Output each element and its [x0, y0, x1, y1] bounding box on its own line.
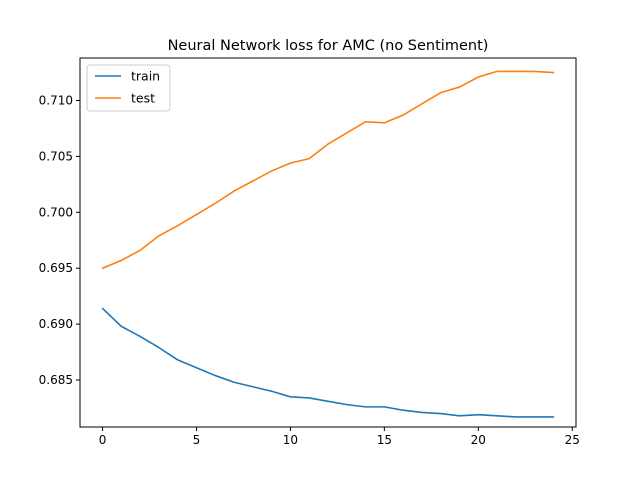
- x-tick-label: 5: [193, 433, 201, 447]
- legend: train test: [86, 64, 171, 112]
- x-tick-label: 25: [565, 433, 580, 447]
- y-tick-label: 0.690: [39, 317, 73, 331]
- y-tick-label: 0.695: [39, 261, 73, 275]
- y-tick-label: 0.710: [39, 93, 73, 107]
- y-tick-label: 0.685: [39, 373, 73, 387]
- chart-title: Neural Network loss for AMC (no Sentimen…: [168, 38, 489, 54]
- axes: 0 5 10 15 20 25 0.685 0.690 0.695 0.700 0.705 0.710: [39, 57, 580, 447]
- x-tick-label: 0: [99, 433, 107, 447]
- x-tick-label: 10: [283, 433, 298, 447]
- x-tick-label: 20: [471, 433, 486, 447]
- y-tick-label: 0.705: [39, 149, 73, 163]
- series-line-train: [101, 307, 555, 418]
- legend-label-test: test: [131, 91, 155, 106]
- y-tick-label: 0.700: [39, 205, 73, 219]
- legend-label-train: train: [131, 69, 160, 84]
- x-tick-label: 15: [377, 433, 392, 447]
- series-line-test: [101, 70, 555, 270]
- series-lines: [101, 70, 555, 418]
- plot-frame: [79, 57, 577, 428]
